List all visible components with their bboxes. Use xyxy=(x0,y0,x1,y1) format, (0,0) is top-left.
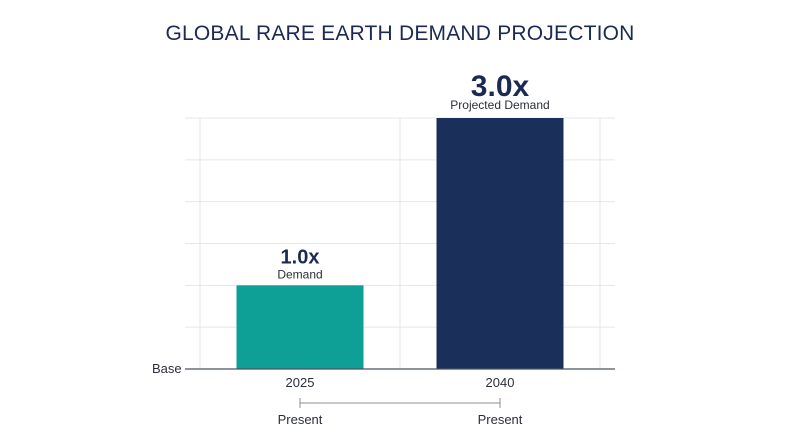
timeline-start-label: Present xyxy=(278,412,323,427)
bar-2025 xyxy=(236,285,364,369)
bar-sub-label: Projected Demand xyxy=(450,98,549,112)
bar-sub-label: Demand xyxy=(277,267,322,281)
x-tick-label: 2040 xyxy=(486,375,515,390)
baseline-label: Base xyxy=(152,361,182,376)
x-tick-label: 2025 xyxy=(286,375,315,390)
bar-value-label: 1.0x xyxy=(281,246,320,268)
bar-value-label: 3.0x xyxy=(471,70,530,103)
x-tick-labels: 2025 2040 xyxy=(286,375,515,390)
bar-2040 xyxy=(436,118,564,369)
timeline-end-label: Present xyxy=(478,412,523,427)
timeline: Present Present xyxy=(278,398,523,427)
chart-title: GLOBAL RARE EARTH DEMAND PROJECTION xyxy=(165,22,635,45)
